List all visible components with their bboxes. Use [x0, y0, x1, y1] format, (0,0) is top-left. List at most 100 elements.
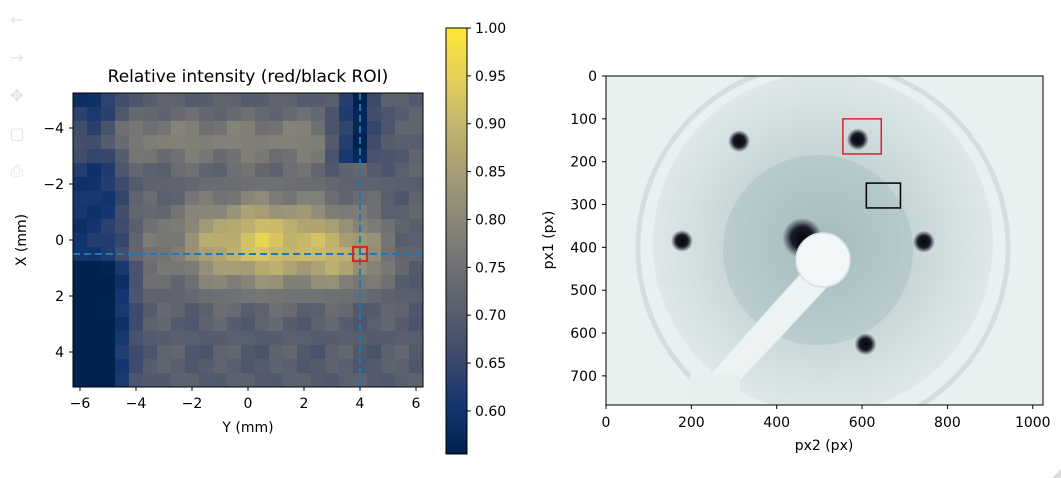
resize-handle[interactable]: [1052, 469, 1061, 478]
heatmap-cell: [115, 233, 130, 248]
heatmap-cell: [339, 191, 354, 206]
heatmap-cell: [255, 107, 270, 122]
heatmap-cell: [297, 163, 312, 178]
heatmap-cell: [283, 247, 298, 262]
heatmap-cell: [129, 317, 144, 332]
heatmap-cell: [255, 233, 270, 248]
heatmap-cell: [255, 149, 270, 164]
back-icon[interactable]: ←: [10, 9, 24, 29]
heatmap-cell: [129, 289, 144, 304]
heatmap-cell: [269, 191, 284, 206]
heatmap-cell: [199, 331, 214, 346]
heatmap-cell: [409, 135, 423, 150]
heatmap-cell: [381, 107, 396, 122]
heatmap-cell: [409, 303, 423, 318]
heatmap-cell: [409, 191, 423, 206]
heatmap-cells: [73, 93, 423, 387]
diffraction-spot: [912, 230, 935, 253]
heatmap-cell: [143, 121, 158, 136]
heatmap-cell: [129, 247, 144, 262]
heatmap-cell: [199, 205, 214, 220]
heatmap-cell: [115, 345, 130, 360]
heatmap-cell: [185, 121, 200, 136]
heatmap-cell: [297, 331, 312, 346]
heatmap-cell: [227, 107, 242, 122]
heatmap-cell: [339, 163, 354, 178]
heatmap-cell: [185, 93, 200, 108]
heatmap-cell: [381, 121, 396, 136]
detector-ylabel: px1 (px): [541, 211, 557, 270]
heatmap-cell: [101, 289, 116, 304]
heatmap-cell: [367, 219, 382, 234]
heatmap-cell: [395, 331, 410, 346]
pan-icon[interactable]: ✥: [10, 85, 24, 105]
heatmap-cell: [311, 275, 326, 290]
heatmap-cell: [115, 219, 130, 234]
heatmap-cell: [283, 149, 298, 164]
heatmap-cell: [325, 289, 340, 304]
zoom-icon[interactable]: ▢: [9, 123, 25, 143]
heatmap-cell: [101, 275, 116, 290]
heatmap-xtick-label: 4: [356, 396, 365, 412]
heatmap-cell: [297, 275, 312, 290]
heatmap-xlabel: Y (mm): [221, 420, 273, 436]
heatmap-cell: [409, 261, 423, 276]
heatmap-cell: [227, 233, 242, 248]
heatmap-cell: [269, 233, 284, 248]
heatmap-cell: [311, 331, 326, 346]
forward-icon[interactable]: →: [10, 47, 24, 67]
heatmap-cell: [255, 261, 270, 276]
save-icon[interactable]: ⎙: [10, 161, 24, 180]
heatmap-cell: [339, 93, 354, 108]
detector-xtick-label: 400: [763, 415, 790, 431]
heatmap-cell: [241, 303, 256, 318]
heatmap-cell: [311, 177, 326, 192]
heatmap-cell: [381, 359, 396, 374]
heatmap-cell: [297, 149, 312, 164]
heatmap-cell: [227, 359, 242, 374]
heatmap-axes: −6 −4 −2 0 2 4 6 −4 −2 0 2 4: [43, 121, 420, 412]
heatmap-cell: [311, 191, 326, 206]
beam-stop: [795, 232, 851, 288]
beam-stop-base: [690, 375, 740, 405]
heatmap-cell: [87, 233, 102, 248]
heatmap-cell: [241, 191, 256, 206]
heatmap-cell: [213, 345, 228, 360]
heatmap-cell: [297, 107, 312, 122]
heatmap-cell: [311, 233, 326, 248]
heatmap-cell: [241, 121, 256, 136]
heatmap-cell: [339, 149, 354, 164]
heatmap-cell: [283, 359, 298, 374]
heatmap-cell: [325, 373, 340, 387]
heatmap-ytick-label: −4: [43, 121, 64, 137]
heatmap-cell: [157, 275, 172, 290]
heatmap-cell: [213, 331, 228, 346]
heatmap-cell: [353, 107, 368, 122]
heatmap-cell: [283, 177, 298, 192]
heatmap-cell: [143, 107, 158, 122]
heatmap-cell: [101, 107, 116, 122]
heatmap-cell: [87, 121, 102, 136]
heatmap-cell: [381, 163, 396, 178]
heatmap-cell: [143, 191, 158, 206]
heatmap-cell: [143, 177, 158, 192]
heatmap-cell: [87, 261, 102, 276]
heatmap-cell: [325, 205, 340, 220]
heatmap-cell: [213, 121, 228, 136]
heatmap-cell: [171, 177, 186, 192]
heatmap-cell: [87, 107, 102, 122]
heatmap-cell: [269, 135, 284, 150]
heatmap-cell: [185, 177, 200, 192]
heatmap-cell: [199, 373, 214, 387]
heatmap-cell: [409, 331, 423, 346]
heatmap-cell: [297, 261, 312, 276]
heatmap-cell: [241, 177, 256, 192]
heatmap-cell: [73, 135, 88, 150]
colorbar-ticks: 0.60 0.65 0.70 0.75 0.80 0.85 0.90 0.95 1.00: [467, 21, 506, 420]
heatmap-cell: [269, 261, 284, 276]
heatmap-cell: [213, 233, 228, 248]
heatmap-xtick-label: 2: [300, 396, 309, 412]
heatmap-cell: [115, 275, 130, 290]
heatmap-ytick-label: 4: [55, 345, 64, 361]
heatmap-cell: [143, 345, 158, 360]
